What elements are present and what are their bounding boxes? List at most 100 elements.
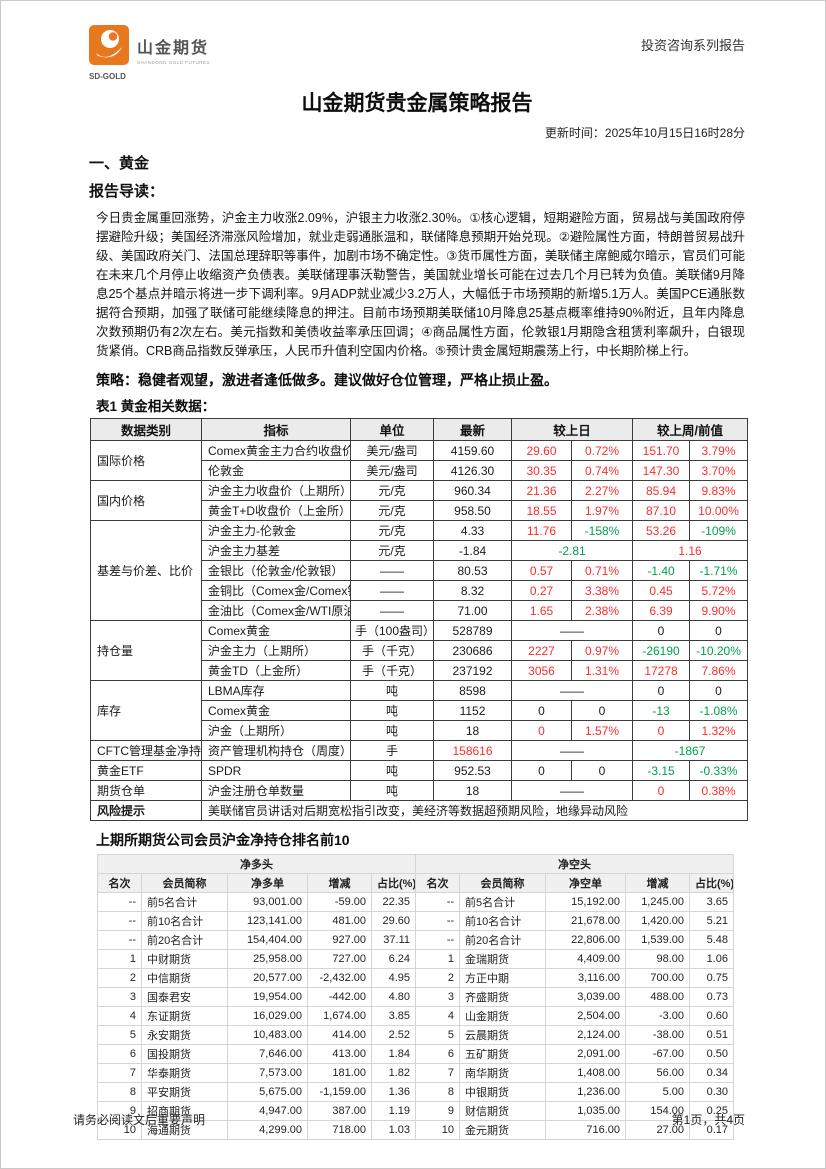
member-name-cell: 财信期货 [459, 1101, 547, 1121]
group-header: 净空头 [415, 854, 735, 874]
table-row: 库存 LBMA库存吨 8598 —— 0 0 [90, 680, 749, 741]
value-cell: —— [510, 680, 634, 701]
value-cell: 16,029.00 [227, 1006, 308, 1026]
value-cell: —— [510, 620, 634, 641]
member-name-cell: 华泰期货 [141, 1063, 228, 1083]
company-logo: SD-GOLD 山金期货 SHANDONG GOLD FUTURES [89, 25, 210, 81]
value-cell: 0 [570, 760, 634, 781]
value-cell: 2,124.00 [545, 1025, 627, 1045]
member-name-cell: 中银期货 [459, 1082, 547, 1102]
value-cell: 手（100盎司） [350, 620, 434, 641]
value-cell: 1,420.00 [625, 911, 691, 931]
value-cell: 4159.60 [433, 440, 512, 461]
value-cell: -- [415, 892, 461, 912]
value-cell: 元/克 [350, 500, 434, 521]
value-cell: -1.71% [689, 560, 749, 581]
member-name-cell: 前20名合计 [141, 930, 228, 950]
table2-title: 上期所期货公司会员沪金净持仓排名前10 [96, 832, 350, 848]
value-cell: 4126.30 [433, 460, 512, 481]
gold-data-table: 数据类别 指标 单位 最新 较上日 较上周/前值 国际价格 Comex黄金主力合约… [90, 418, 749, 821]
strategy-line: 策略：稳健者观望，激进者逢低做多。建议做好仓位管理，严格止损止盈。 [96, 372, 558, 388]
table-row: 3 国泰君安 19,954.00 -442.00 4.80 3 齐盛期货 3,039.00 48… [97, 987, 735, 1007]
category-cell: 期货仓单 [90, 780, 202, 801]
value-cell: 5.72% [689, 580, 749, 601]
member-name-cell: 中财期货 [141, 949, 228, 969]
value-cell: 5 [97, 1025, 142, 1045]
indicator-cell: Comex黄金主力合约收盘价 [201, 440, 351, 461]
indicator-cell: 沪金主力收盘价（上期所） [201, 480, 351, 501]
value-cell: 5 [415, 1025, 461, 1045]
value-cell: 2.27% [570, 480, 634, 501]
value-cell: 10,483.00 [227, 1025, 308, 1045]
value-cell: 1.84 [370, 1044, 417, 1064]
table-row: 9 招商期货 4,947.00 387.00 1.19 9 财信期货 1,035.00 154.… [97, 1101, 735, 1121]
value-cell: 0.71% [570, 560, 634, 581]
value-cell: 20,577.00 [227, 968, 308, 988]
value-cell: 手（千克） [350, 640, 434, 661]
value-cell: -10.20% [689, 640, 749, 661]
value-cell: -3.15 [632, 760, 691, 781]
value-cell: 美元/盎司 [350, 460, 434, 481]
value-cell: 4,947.00 [227, 1101, 308, 1121]
indicator-cell: 美联储官员讲话对后期宽松指引改变，美经济等数据超预期风险，地缘异动风险 [200, 800, 749, 821]
indicator-cell: SPDR [201, 760, 351, 781]
value-cell: 29.60 [370, 911, 417, 931]
value-cell: 9.83% [689, 480, 749, 501]
indicator-cell: 沪金主力-伦敦金 [201, 520, 351, 541]
category-cell: CFTC管理基金净持仓 [90, 740, 202, 761]
value-cell: 230686 [433, 640, 512, 661]
value-cell: 3 [97, 987, 142, 1007]
ranking-table: 净多头 净空头 名次 会员简称 净多单 增减 占比(%) 名次 会员简称 净空单 增减 占比(%) -… [96, 854, 735, 1140]
value-cell: 0.50 [689, 1044, 735, 1064]
value-cell: 123,141.00 [227, 911, 308, 931]
table-row: -- 前20名合计 154,404.00 927.00 37.11 -- 前20名合计 22,… [97, 930, 735, 950]
value-cell: 414.00 [307, 1025, 372, 1045]
table-row: CFTC管理基金净持仓 资产管理机构持仓（周度）手 158616 —— -1867 [90, 740, 749, 761]
value-cell: 3056 [511, 660, 572, 681]
value-cell: 98.00 [625, 949, 691, 969]
page-footer: 请务必阅读文后重要声明 第1页，共4页 [73, 1111, 745, 1128]
update-time: 更新时间：2025年10月15日16时28分 [544, 126, 745, 140]
value-cell: 727.00 [307, 949, 372, 969]
value-cell: 27.00 [625, 1120, 691, 1140]
value-cell: -59.00 [307, 892, 372, 912]
value-cell: 147.30 [632, 460, 691, 481]
value-cell: 80.53 [433, 560, 512, 581]
col-header: 最新 [433, 418, 512, 441]
value-cell: 18 [433, 720, 512, 741]
value-cell: 8 [415, 1082, 461, 1102]
table-row: 7 华泰期货 7,573.00 181.00 1.82 7 南华期货 1,408.00 56.0… [97, 1063, 735, 1083]
value-cell: 0.57 [511, 560, 572, 581]
table-header-row: 名次 会员简称 净多单 增减 占比(%) 名次 会员简称 净空单 增减 占比(%) [97, 873, 735, 893]
logo-name-en: SHANDONG GOLD FUTURES [137, 60, 211, 65]
value-cell: -67.00 [625, 1044, 691, 1064]
value-cell: 1.31% [570, 660, 634, 681]
value-cell: -158% [570, 520, 634, 541]
value-cell: 5.48 [689, 930, 735, 950]
value-cell: 吨 [350, 700, 434, 721]
value-cell: 3,039.00 [545, 987, 627, 1007]
member-name-cell: 国泰君安 [141, 987, 228, 1007]
table-row: 国内价格 沪金主力收盘价（上期所） 元/克 960.34 21.36 2.27% 85.94… [90, 480, 749, 521]
value-cell: -- [97, 930, 142, 950]
value-cell: 93,001.00 [227, 892, 308, 912]
value-cell: 154.00 [625, 1101, 691, 1121]
value-cell: 8598 [433, 680, 512, 701]
value-cell: 6.24 [370, 949, 417, 969]
value-cell: -109% [689, 520, 749, 541]
value-cell: -- [97, 911, 142, 931]
value-cell: 2,504.00 [545, 1006, 627, 1026]
value-cell: 2.38% [570, 600, 634, 621]
indicator-cell: Comex黄金 [201, 620, 351, 641]
value-cell: -1.08% [689, 700, 749, 721]
value-cell: 528789 [433, 620, 512, 641]
logo-subtext: SD-GOLD [89, 72, 126, 81]
value-cell: 1152 [433, 700, 512, 721]
value-cell: 481.00 [307, 911, 372, 931]
table-row: 沪金（上期所）吨 18 0 1.57% 0 1.32% [91, 720, 749, 741]
value-cell: 1 [97, 949, 142, 969]
value-cell: 30.35 [511, 460, 572, 481]
value-cell: 1.36 [370, 1082, 417, 1102]
value-cell: 237192 [433, 660, 512, 681]
